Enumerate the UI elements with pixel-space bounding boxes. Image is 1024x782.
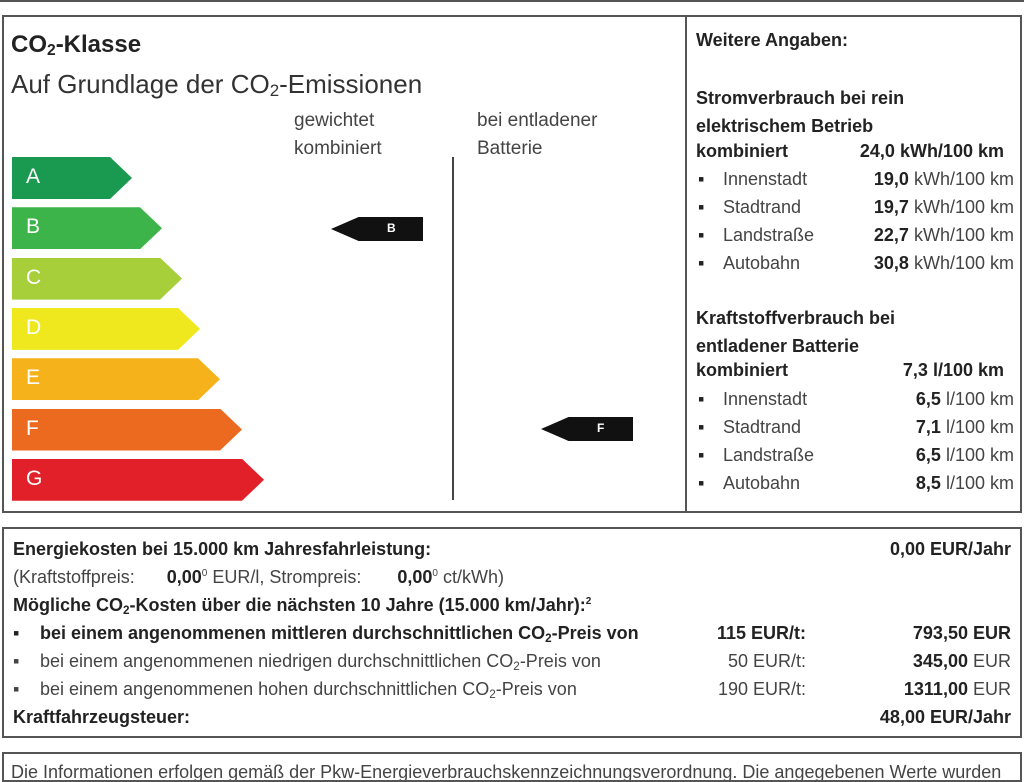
energy-costs-row: Energiekosten bei 15.000 km Jahresfahrle… xyxy=(13,539,1011,559)
co2-class-title: CO2-Klasse xyxy=(11,31,142,59)
fuel-consumption-item: ▪ Innenstadt 6,5 l/100 km xyxy=(698,389,1014,409)
bullet-icon: ▪ xyxy=(698,169,705,189)
class-letter: B xyxy=(26,215,41,239)
co2-costs-heading: Mögliche CO2-Kosten über die nächsten 10… xyxy=(13,595,592,617)
bullet-icon: ▪ xyxy=(13,651,20,671)
panel-divider xyxy=(685,17,687,511)
details-title: Weitere Angaben: xyxy=(696,30,849,50)
footer-text: Die Informationen erfolgen gemäß der Pkw… xyxy=(11,762,1002,782)
fuel-consumption-item: ▪ Stadtrand 7,1 l/100 km xyxy=(698,417,1014,437)
bullet-icon: ▪ xyxy=(13,679,20,699)
fuel-combined: kombiniert 7,3 l/100 km xyxy=(696,360,1004,380)
bullet-icon: ▪ xyxy=(698,389,705,409)
co2-cost-scenario: ▪ bei einem angenommenen mittleren durchs… xyxy=(13,623,1011,645)
bullet-icon: ▪ xyxy=(698,445,705,465)
column-divider xyxy=(452,157,454,500)
class-letter: C xyxy=(26,265,42,289)
class-letter: D xyxy=(26,315,42,339)
costs-panel: Energiekosten bei 15.000 km Jahresfahrle… xyxy=(2,527,1022,738)
fuel-consumption-item: ▪ Landstraße 6,5 l/100 km xyxy=(698,445,1014,465)
electric-combined: kombiniert 24,0 kWh/100 km xyxy=(696,141,1004,161)
bullet-icon: ▪ xyxy=(698,197,705,217)
footer-panel: Die Informationen erfolgen gemäß der Pkw… xyxy=(2,752,1022,782)
class-letter: A xyxy=(26,165,41,188)
co2-class-arrow-c: C xyxy=(12,258,182,300)
fuel-heading: Kraftstoffverbrauch bei entladener Batter… xyxy=(696,308,896,356)
co2-cost-scenario: ▪ bei einem angenommenen hohen durchschni… xyxy=(13,679,1011,701)
class-letter: F xyxy=(26,416,39,440)
weighted-combined-header: gewichtet kombiniert xyxy=(294,110,382,159)
discharged-class-indicator: F xyxy=(541,417,633,441)
electric-consumption-item: ▪ Innenstadt 19,0 kWh/100 km xyxy=(698,169,1014,189)
bullet-icon: ▪ xyxy=(13,623,20,643)
bullet-icon: ▪ xyxy=(698,417,705,437)
co2-label-panel: CO2-Klasse Auf Grundlage der CO2-Emissio… xyxy=(2,15,1022,513)
bullet-icon: ▪ xyxy=(698,225,705,245)
electric-consumption-item: ▪ Autobahn 30,8 kWh/100 km xyxy=(698,253,1014,273)
discharged-battery-header: bei entladener Batterie xyxy=(477,110,598,159)
bullet-icon: ▪ xyxy=(698,473,705,493)
prices-row: (Kraftstoffpreis: 0,000 EUR/l, Strompreis… xyxy=(13,567,504,587)
co2-class-arrow-g: G xyxy=(12,459,264,501)
co2-class-subtitle: Auf Grundlage der CO2-Emissionen xyxy=(11,69,423,100)
electric-consumption-item: ▪ Landstraße 22,7 kWh/100 km xyxy=(698,225,1014,245)
weighted-class-indicator: B xyxy=(331,217,423,241)
co2-cost-scenario: ▪ bei einem angenommenen niedrigen durchs… xyxy=(13,651,1011,673)
class-letter: G xyxy=(26,466,43,490)
class-letter: E xyxy=(26,366,41,390)
co2-class-arrow-b: B xyxy=(12,207,162,249)
co2-class-arrow-d: D xyxy=(12,308,200,350)
vehicle-tax-row: Kraftfahrzeugsteuer: 48,00 EUR/Jahr xyxy=(13,707,1011,727)
co2-class-arrow-f: F xyxy=(12,409,242,451)
electric-heading: Stromverbrauch bei rein elektrischem Betr… xyxy=(696,88,905,136)
bullet-icon: ▪ xyxy=(698,253,705,273)
fuel-consumption-item: ▪ Autobahn 8,5 l/100 km xyxy=(698,473,1014,493)
co2-class-arrow-a: A xyxy=(12,157,132,199)
electric-consumption-item: ▪ Stadtrand 19,7 kWh/100 km xyxy=(698,197,1014,217)
previous-section-border xyxy=(0,0,1024,2)
co2-class-arrow-e: E xyxy=(12,358,220,400)
